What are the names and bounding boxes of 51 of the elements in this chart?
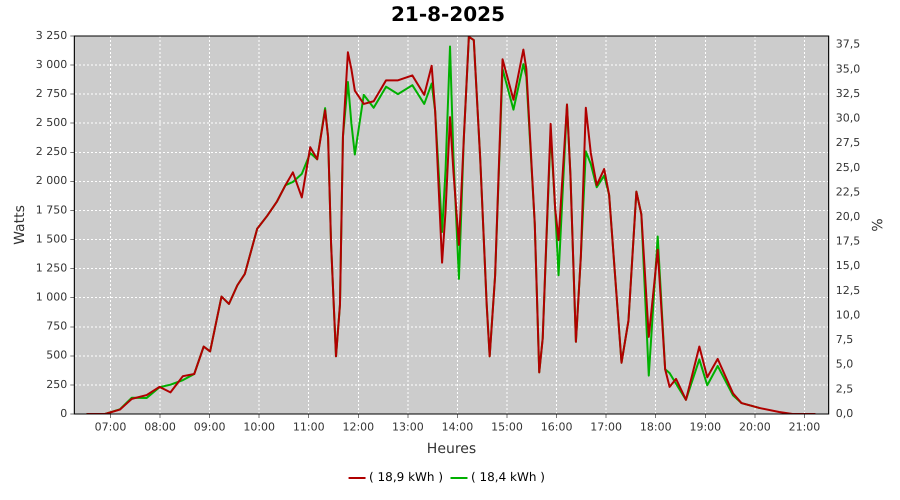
y-tick-label: 0 [60, 406, 68, 420]
legend-label: ( 18,9 kWh ) [369, 470, 444, 484]
y2-tick-label: 25,0 [836, 160, 860, 174]
y-tick-label: 250 [46, 378, 68, 391]
y2-tick-label: 0,0 [836, 406, 854, 420]
y-tick-label: 750 [46, 320, 68, 333]
y-tick-label: 1 750 [36, 203, 68, 216]
legend-label: ( 18,4 kWh ) [471, 470, 545, 484]
x-tick-label: 11:00 [292, 420, 325, 434]
x-tick-label: 16:00 [540, 420, 572, 434]
y2-tick-label: 15,0 [836, 259, 860, 272]
x-tick-label: 21:00 [788, 420, 820, 434]
x-tick-label: 19:00 [689, 420, 722, 434]
y2-axis-title: % [868, 218, 884, 232]
x-tick-label: 18:00 [640, 420, 672, 434]
x-tick-label: 08:00 [144, 420, 176, 434]
y-tick-label: 2 500 [36, 116, 68, 130]
y2-tick-label: 10,0 [836, 308, 860, 322]
x-tick-label: 10:00 [243, 420, 276, 434]
y-tick-label: 2 750 [36, 87, 68, 100]
x-tick-label: 14:00 [442, 420, 474, 434]
y-tick-label: 1 250 [36, 261, 68, 274]
y2-tick-label: 22,5 [836, 185, 860, 198]
x-tick-label: 13:00 [392, 420, 424, 434]
y-axis-title: Watts [12, 205, 28, 245]
y2-tick-label: 7,5 [836, 333, 854, 346]
x-tick-label: 15:00 [491, 420, 523, 434]
y2-tick-label: 32,5 [836, 86, 860, 100]
y2-tick-label: 37,5 [836, 38, 860, 51]
x-tick-label: 17:00 [590, 420, 622, 434]
y-tick-label: 2 250 [36, 145, 68, 158]
y2-tick-label: 20,0 [836, 210, 860, 223]
x-axis-title: Heures [426, 441, 476, 458]
y2-tick-label: 5,0 [836, 358, 854, 371]
y2-tick-label: 35,0 [836, 62, 860, 76]
x-tick-label: 20:00 [739, 420, 771, 434]
x-tick-label: 09:00 [194, 420, 226, 434]
x-tick-label: 07:00 [94, 420, 126, 434]
y2-tick-label: 12,5 [836, 284, 860, 297]
y-tick-label: 2 000 [36, 174, 68, 188]
y-tick-label: 3 250 [36, 28, 68, 42]
y2-tick-label: 30,0 [836, 112, 860, 125]
y-tick-label: 1 500 [36, 232, 68, 246]
chart-title: 21-8-2025 [390, 2, 506, 26]
y-tick-label: 1 000 [36, 290, 68, 304]
y-tick-label: 500 [46, 348, 68, 362]
y2-tick-label: 2,5 [836, 382, 854, 396]
x-tick-label: 12:00 [342, 420, 374, 434]
y2-tick-label: 17,5 [836, 234, 860, 248]
y-tick-label: 3 000 [36, 58, 68, 71]
y2-tick-label: 27,5 [836, 136, 860, 150]
